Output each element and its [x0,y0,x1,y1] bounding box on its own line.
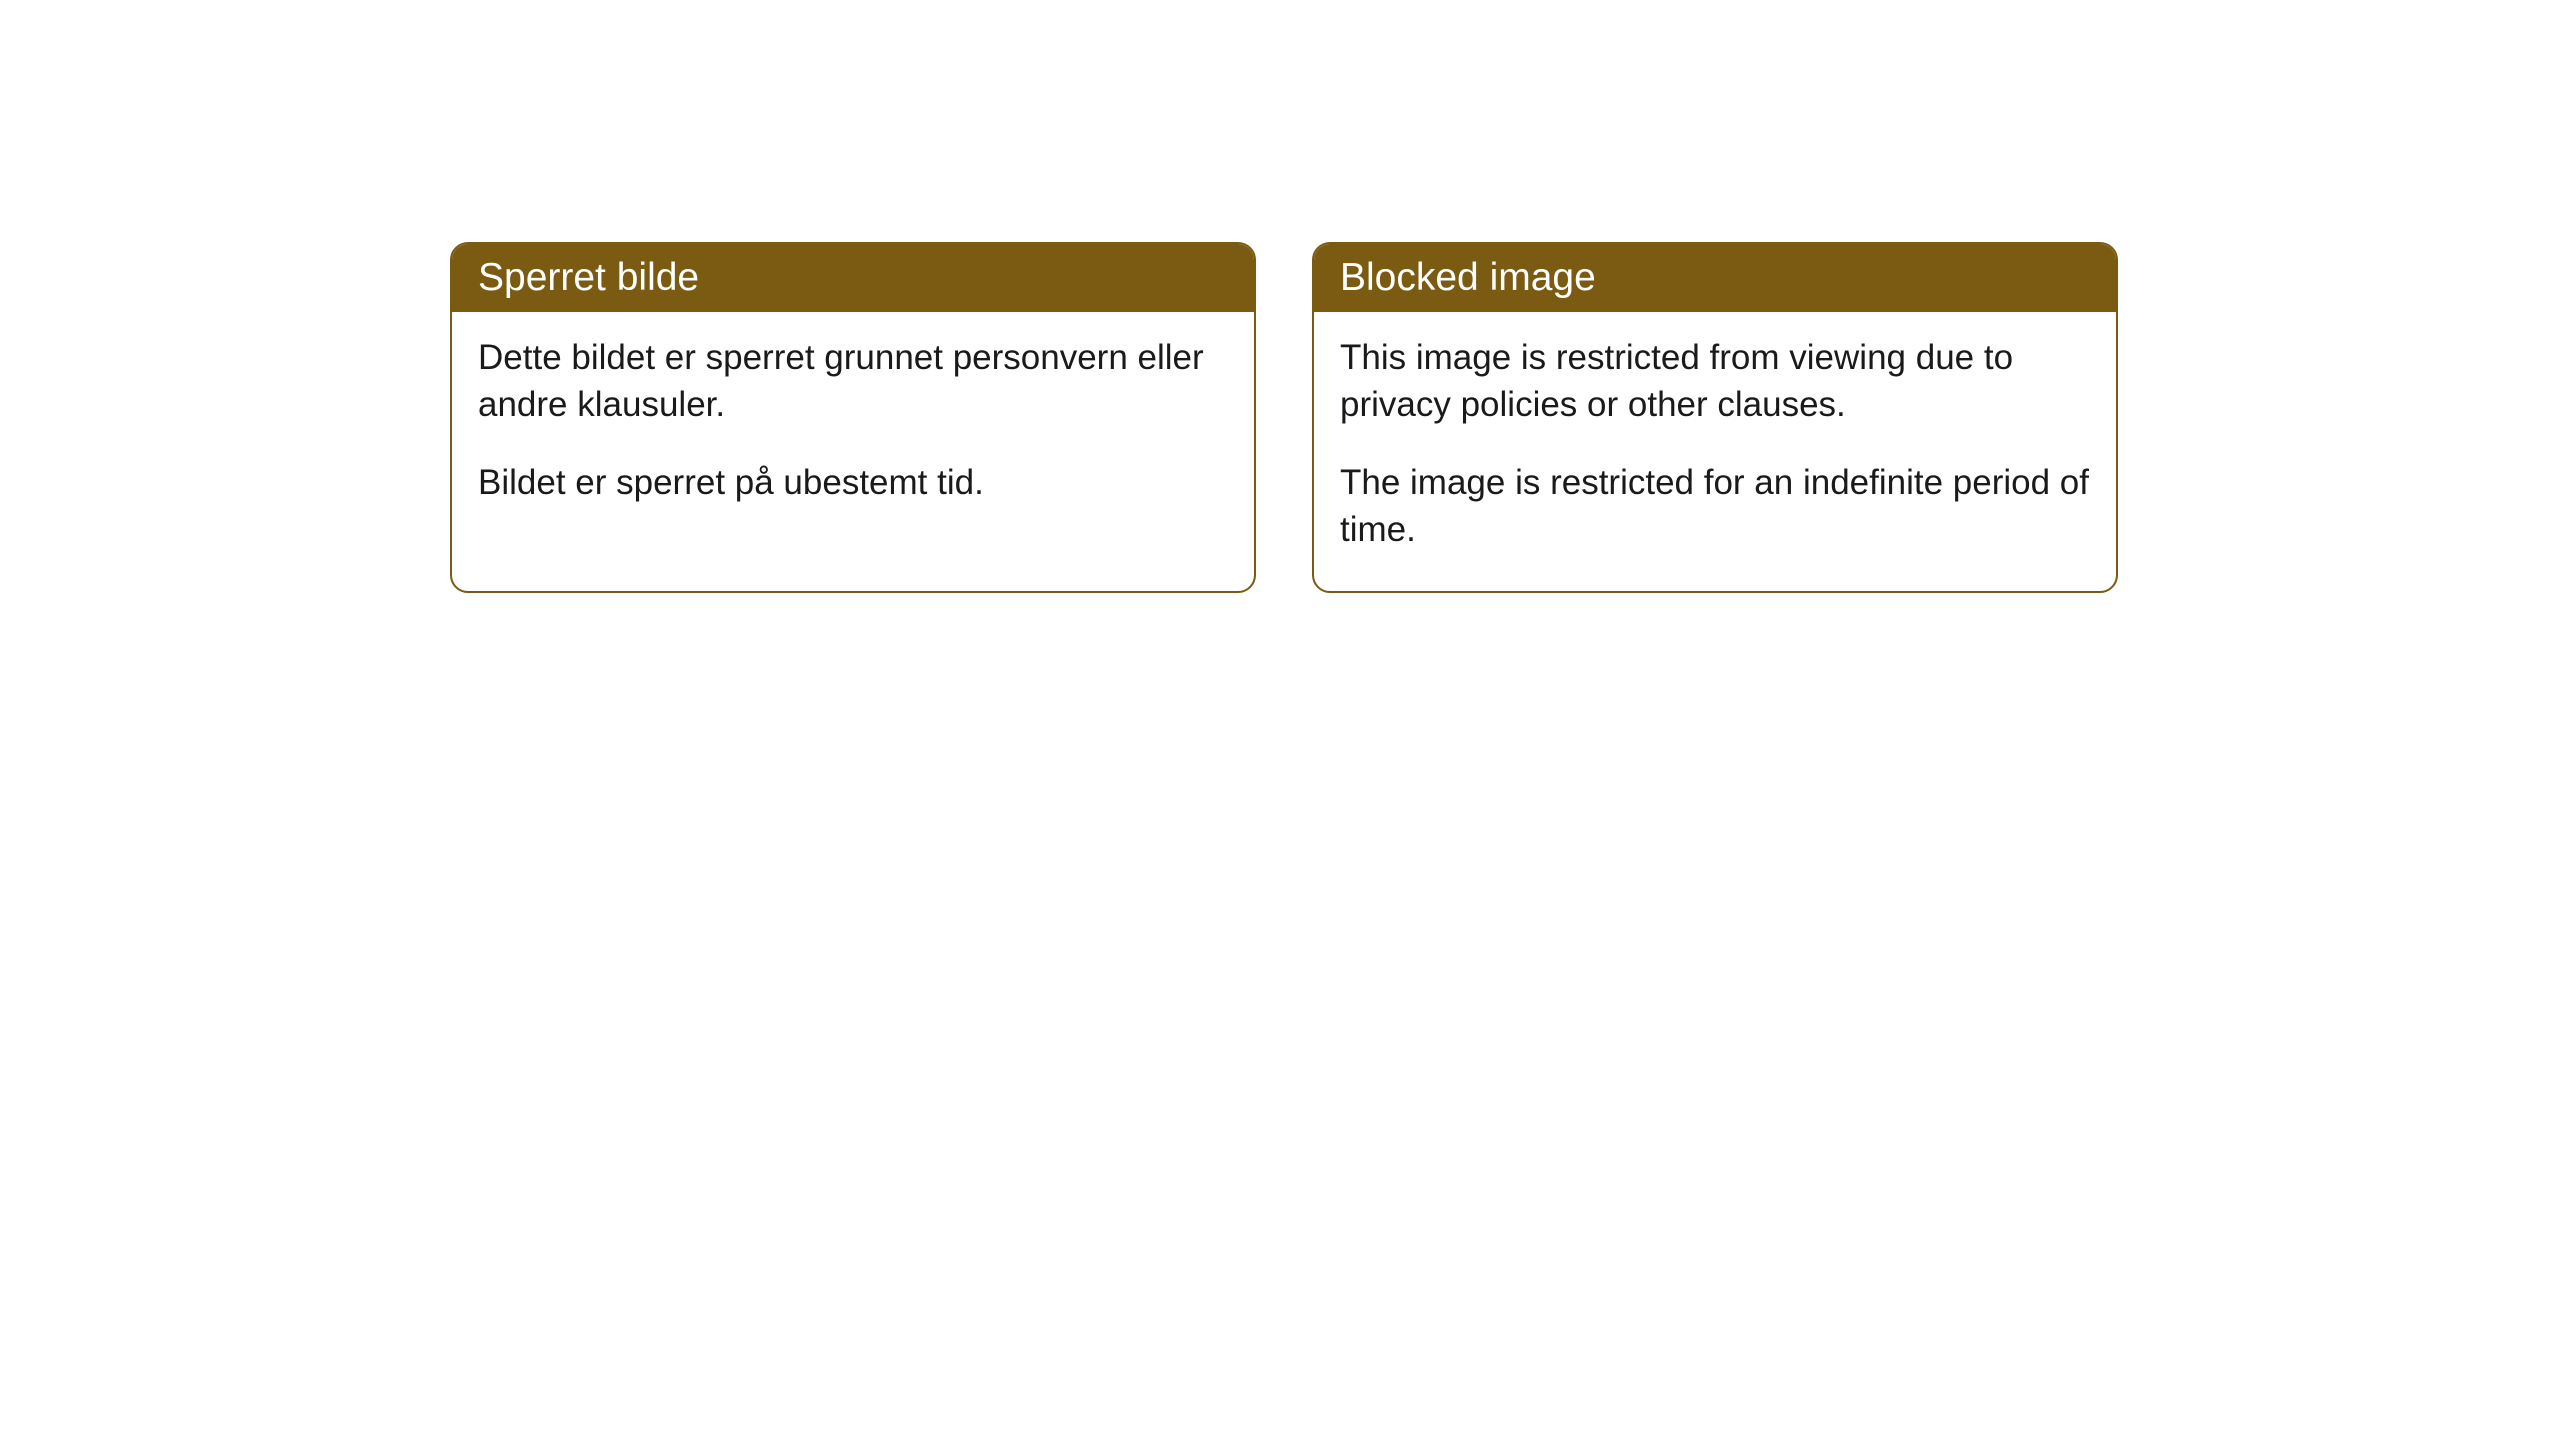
card-body-english: This image is restricted from viewing du… [1314,312,2116,591]
card-paragraph: Bildet er sperret på ubestemt tid. [478,459,1228,506]
card-title: Sperret bilde [478,256,699,299]
card-title: Blocked image [1340,256,1596,299]
card-header-english: Blocked image [1314,244,2116,312]
card-body-norwegian: Dette bildet er sperret grunnet personve… [452,312,1254,544]
blocked-image-card-norwegian: Sperret bilde Dette bildet er sperret gr… [450,242,1256,593]
card-paragraph: Dette bildet er sperret grunnet personve… [478,334,1228,429]
card-header-norwegian: Sperret bilde [452,244,1254,312]
card-paragraph: This image is restricted from viewing du… [1340,334,2090,429]
card-paragraph: The image is restricted for an indefinit… [1340,459,2090,554]
blocked-image-card-english: Blocked image This image is restricted f… [1312,242,2118,593]
notice-cards-container: Sperret bilde Dette bildet er sperret gr… [450,242,2118,593]
